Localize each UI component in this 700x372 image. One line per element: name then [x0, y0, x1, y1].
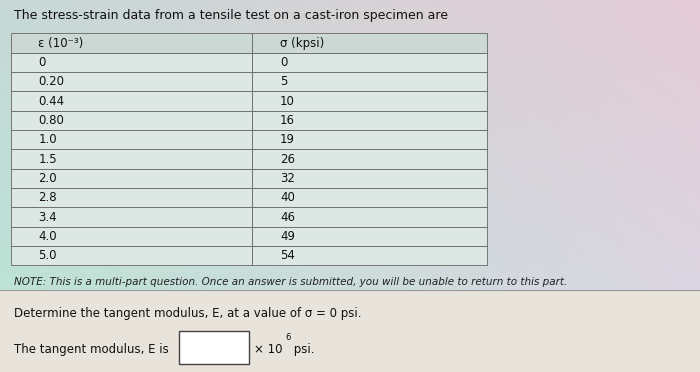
Bar — [10, 33, 252, 53]
Text: σ (kpsi): σ (kpsi) — [280, 36, 324, 49]
Bar — [10, 53, 252, 72]
Text: 2.0: 2.0 — [38, 172, 57, 185]
Text: 6: 6 — [285, 333, 290, 342]
Bar — [10, 208, 252, 227]
Text: The stress-strain data from a tensile test on a cast-iron specimen are: The stress-strain data from a tensile te… — [14, 9, 448, 22]
Text: 0.44: 0.44 — [38, 94, 64, 108]
Bar — [252, 208, 486, 227]
Text: NOTE: This is a multi-part question. Once an answer is submitted, you will be un: NOTE: This is a multi-part question. Onc… — [14, 277, 567, 287]
Text: 0.80: 0.80 — [38, 114, 64, 127]
Text: 32: 32 — [280, 172, 295, 185]
Text: 0.20: 0.20 — [38, 75, 64, 88]
Text: × 10: × 10 — [254, 343, 283, 356]
Text: 1.5: 1.5 — [38, 153, 57, 166]
Text: psi.: psi. — [290, 343, 315, 356]
Bar — [10, 130, 252, 150]
Text: The tangent modulus, E is: The tangent modulus, E is — [14, 343, 169, 356]
Text: 10: 10 — [280, 94, 295, 108]
Text: 5.0: 5.0 — [38, 249, 57, 262]
Bar — [10, 72, 252, 92]
Bar — [252, 53, 486, 72]
Text: 0: 0 — [280, 56, 288, 69]
Text: 16: 16 — [280, 114, 295, 127]
Bar — [252, 92, 486, 111]
Bar — [252, 169, 486, 188]
Bar — [252, 130, 486, 150]
Bar — [10, 111, 252, 130]
Bar — [252, 111, 486, 130]
Text: 46: 46 — [280, 211, 295, 224]
Bar — [252, 33, 486, 53]
Text: 1.0: 1.0 — [38, 133, 57, 146]
Text: 40: 40 — [280, 191, 295, 204]
Bar — [10, 150, 252, 169]
Bar — [10, 227, 252, 246]
Text: 3.4: 3.4 — [38, 211, 57, 224]
Text: Determine the tangent modulus, E, at a value of σ = 0 psi.: Determine the tangent modulus, E, at a v… — [14, 307, 361, 320]
Text: 26: 26 — [280, 153, 295, 166]
Text: ε (10⁻³): ε (10⁻³) — [38, 36, 84, 49]
Text: 5: 5 — [280, 75, 288, 88]
Bar — [252, 246, 486, 266]
Bar — [10, 169, 252, 188]
Bar — [10, 246, 252, 266]
Text: 0: 0 — [38, 56, 46, 69]
Text: 19: 19 — [280, 133, 295, 146]
Text: 54: 54 — [280, 249, 295, 262]
Text: 49: 49 — [280, 230, 295, 243]
Bar — [10, 188, 252, 208]
Bar — [252, 227, 486, 246]
Text: 4.0: 4.0 — [38, 230, 57, 243]
Bar — [178, 331, 248, 364]
Bar — [252, 150, 486, 169]
Text: 2.8: 2.8 — [38, 191, 57, 204]
Bar — [252, 188, 486, 208]
Bar — [252, 72, 486, 92]
Bar — [10, 92, 252, 111]
Bar — [0, 290, 700, 372]
